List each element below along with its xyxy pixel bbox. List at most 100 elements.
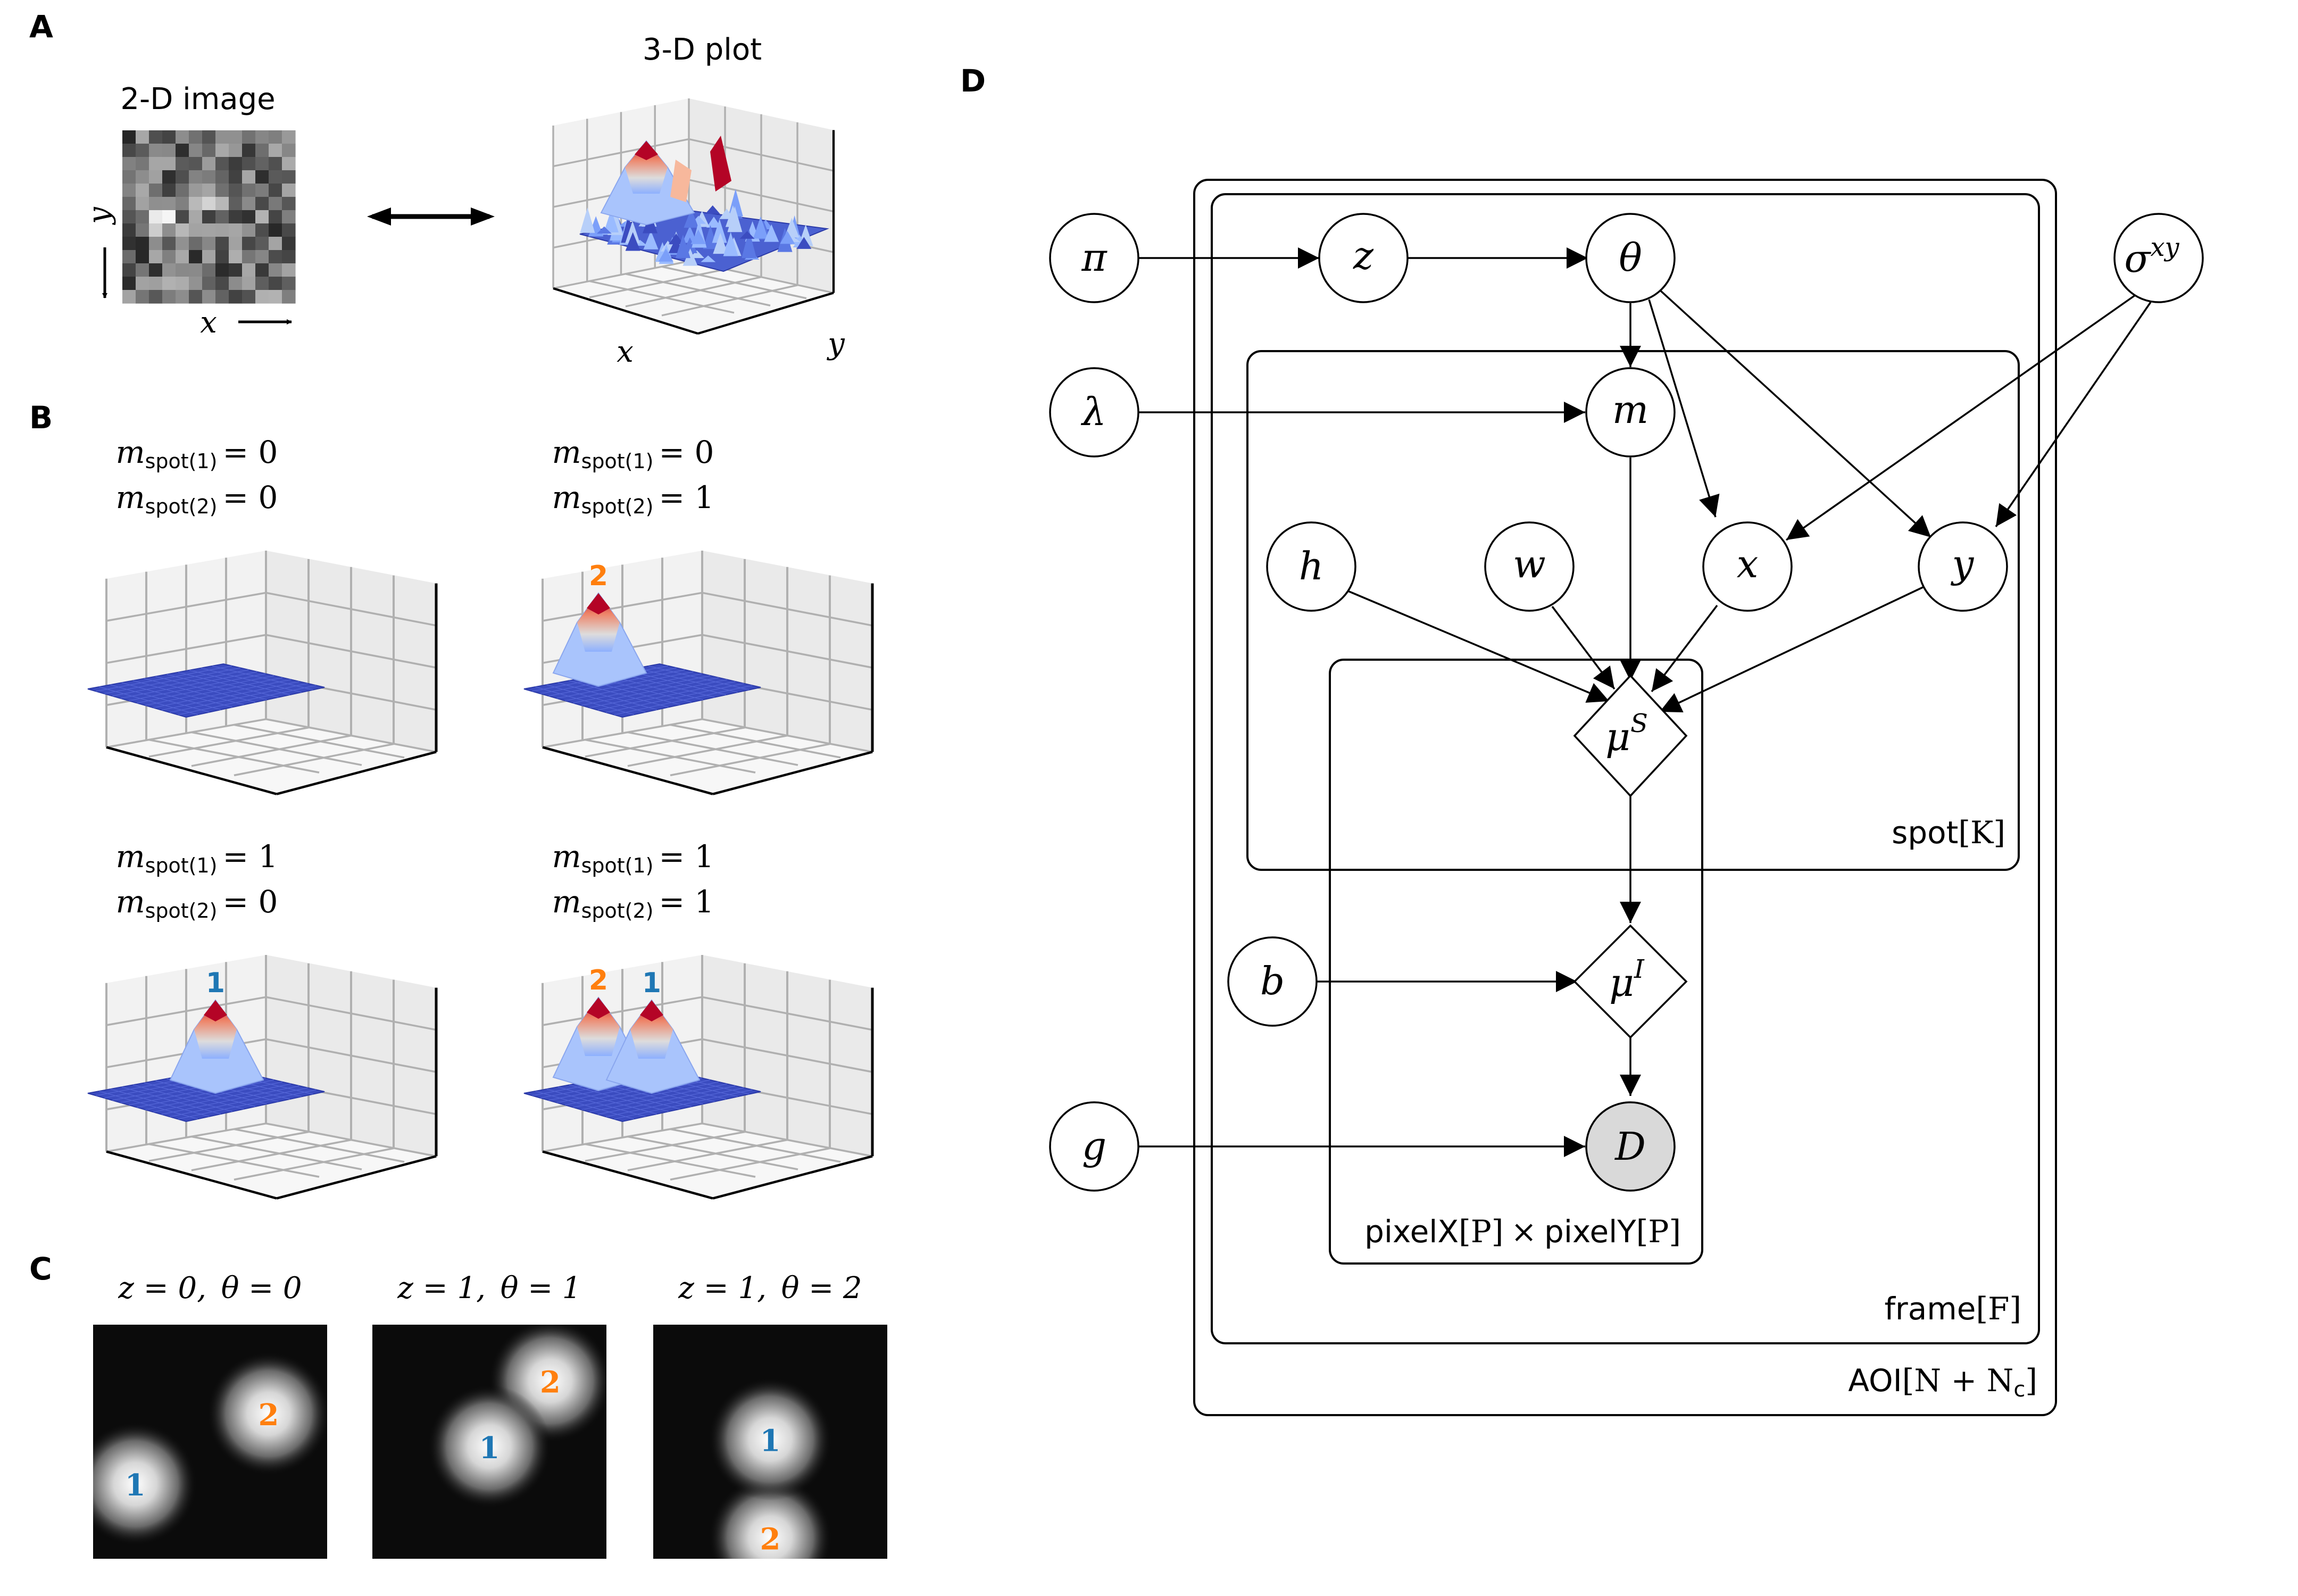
noise-spike [658, 248, 673, 262]
noise-pixel [202, 184, 216, 197]
noise-pixel [215, 263, 229, 277]
noise-pixel [202, 237, 216, 251]
box-grid-line [702, 1038, 873, 1073]
node-pi-label: π [1081, 235, 1108, 280]
noise-pixel [176, 223, 189, 237]
image-3: z = 1, θ = 2 1 2 [653, 1271, 887, 1559]
noise-pixel [122, 290, 136, 304]
noise-pixel [176, 170, 189, 184]
node-D [1585, 1101, 1676, 1192]
peak-top [587, 998, 610, 1019]
noise-pixel [229, 210, 243, 224]
noise-pixel [162, 144, 176, 157]
node-g-label: g [1082, 1124, 1106, 1168]
noise-spike [643, 230, 659, 250]
box-floor [543, 1123, 872, 1199]
noise-pixel [242, 130, 256, 144]
noise-pixel [149, 250, 163, 264]
noise-pixel [176, 184, 189, 197]
noise-pixel [189, 184, 203, 197]
noise-pixel [176, 130, 189, 144]
noise-pixel [255, 170, 269, 184]
node-w-label: w [1513, 542, 1546, 586]
noise-pixel [282, 250, 296, 264]
noise-pixel [162, 277, 176, 290]
box-axis-y [712, 1155, 873, 1200]
box-grid-line [148, 1130, 309, 1162]
noise-pixel [229, 223, 243, 237]
noise-pixel [269, 237, 282, 251]
noise-tall-spike [710, 136, 731, 192]
box-grid-line [589, 268, 726, 298]
box-grid-line [585, 1130, 745, 1162]
noise-pixel [242, 197, 256, 211]
box-axis-y [276, 1155, 437, 1200]
axis-x-label-3d: x [617, 335, 634, 369]
box-grid-line [265, 592, 437, 627]
noise-pixel [189, 277, 203, 290]
noise-pixel [269, 250, 282, 264]
box-grid-line [670, 724, 841, 759]
noise-pixel [255, 210, 269, 224]
noise-pixel [176, 277, 189, 290]
noise-pixel [242, 144, 256, 157]
noise-pixel [149, 263, 163, 277]
noise-spike [796, 237, 812, 249]
noise-pixel [282, 290, 296, 304]
node-h [1266, 521, 1356, 612]
box-grid-line [702, 996, 873, 1031]
noise-pixel [215, 223, 229, 237]
noise-pixel [202, 130, 216, 144]
noise-pixel [202, 144, 216, 157]
node-theta-label: θ [1619, 235, 1642, 280]
edge-x-muS [1651, 604, 1718, 693]
noise-pixel [215, 210, 229, 224]
noise-pixel [269, 157, 282, 171]
noise-pixel [229, 263, 243, 277]
noise-pixel [255, 157, 269, 171]
edge-theta-y [1659, 289, 1932, 538]
noise-spike [742, 229, 757, 259]
axis-y-label-3d: y [826, 327, 845, 361]
box-grid-line [234, 743, 394, 777]
plate-aoi [1193, 179, 2057, 1416]
node-D-label: D [1614, 1124, 1646, 1169]
node-y-label: y [1951, 542, 1975, 586]
noise-pixel [136, 277, 149, 290]
noise-pixel [162, 237, 176, 251]
box-grid-line [234, 1147, 394, 1181]
noise-pixel [269, 197, 282, 211]
node-sigma-label: σxy [2124, 232, 2179, 281]
plate-spot-label: spot[K] [1892, 814, 2005, 851]
noise-pixel [176, 197, 189, 211]
noise-pixel [136, 250, 149, 264]
noise-pixel [282, 277, 296, 290]
noise-pixel [162, 210, 176, 224]
noise-spike [739, 231, 755, 239]
spot-blob [428, 1385, 551, 1508]
noise-pixel [229, 130, 243, 144]
noise-spike [719, 209, 735, 219]
noise-pixel [176, 250, 189, 264]
noise-pixel [189, 237, 203, 251]
noise-pixel [189, 250, 203, 264]
box-grid-line [661, 284, 798, 317]
noise-pixel [269, 277, 282, 290]
noise-spike [706, 217, 721, 228]
image-title: z = 1, θ = 2 [678, 1271, 862, 1306]
noise-pixel [162, 290, 176, 304]
plot-3d-title: 3-D plot [643, 32, 762, 67]
noise-pixel [136, 170, 149, 184]
noise-pixel [215, 157, 229, 171]
noise-pixel [242, 210, 256, 224]
spot-label-1: 1 [125, 1468, 146, 1503]
noise-pixel [269, 130, 282, 144]
noise-pixel [162, 170, 176, 184]
noise-pixel [149, 210, 163, 224]
noise-pixel [149, 290, 163, 304]
noise-pixel [269, 290, 282, 304]
box-grid-line [589, 280, 735, 314]
noise-pixel [255, 290, 269, 304]
noise-pixel [136, 210, 149, 224]
